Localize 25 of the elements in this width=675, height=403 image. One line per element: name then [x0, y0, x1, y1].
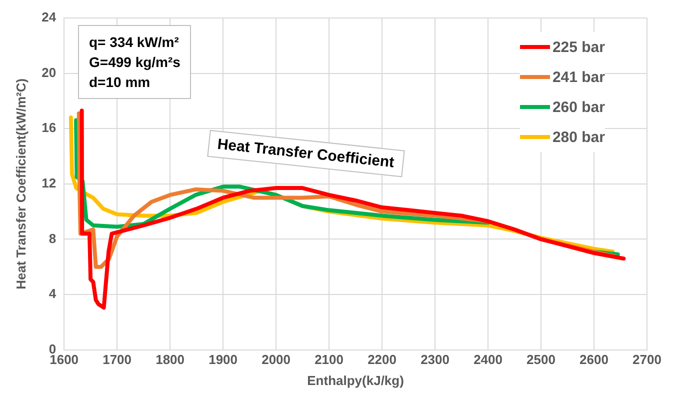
x-tick-label: 2100: [314, 352, 344, 368]
y-tick-label: 24: [42, 10, 57, 25]
x-tick-label: 2400: [474, 352, 502, 368]
x-tick-label: 2700: [632, 352, 662, 368]
x-tick-label: 1700: [102, 352, 132, 368]
y-axis-title: Heat Transfer Coefficient(kW/m²C): [13, 78, 28, 290]
annotation: q= 334 kW/m² G=499 kg/m²s d=10 mm: [78, 25, 192, 99]
y-tick-label: 4: [48, 286, 57, 302]
x-tick-label: 2300: [420, 352, 450, 368]
y-tick-label: 8: [48, 230, 56, 246]
x-tick-label: 2200: [368, 352, 396, 368]
legend-label: 280 bar: [552, 128, 605, 146]
x-axis-title: Enthalpy(kJ/kg): [307, 372, 404, 388]
x-tick-label: 1900: [208, 352, 238, 368]
x-tick-label: 1800: [156, 352, 185, 368]
legend-label: 260 bar: [552, 98, 605, 116]
x-tick-label: 2600: [580, 352, 608, 368]
y-tick-label: 16: [42, 120, 56, 136]
y-tick-label: 20: [42, 64, 56, 80]
y-tick-label: 12: [42, 175, 56, 190]
annotation: Heat Transfer Coefficient: [207, 130, 404, 178]
x-tick-label: 2500: [526, 352, 556, 368]
x-tick-label: 2000: [262, 352, 290, 368]
legend-label: 225 bar: [552, 38, 605, 56]
legend-label: 241 bar: [552, 68, 605, 86]
